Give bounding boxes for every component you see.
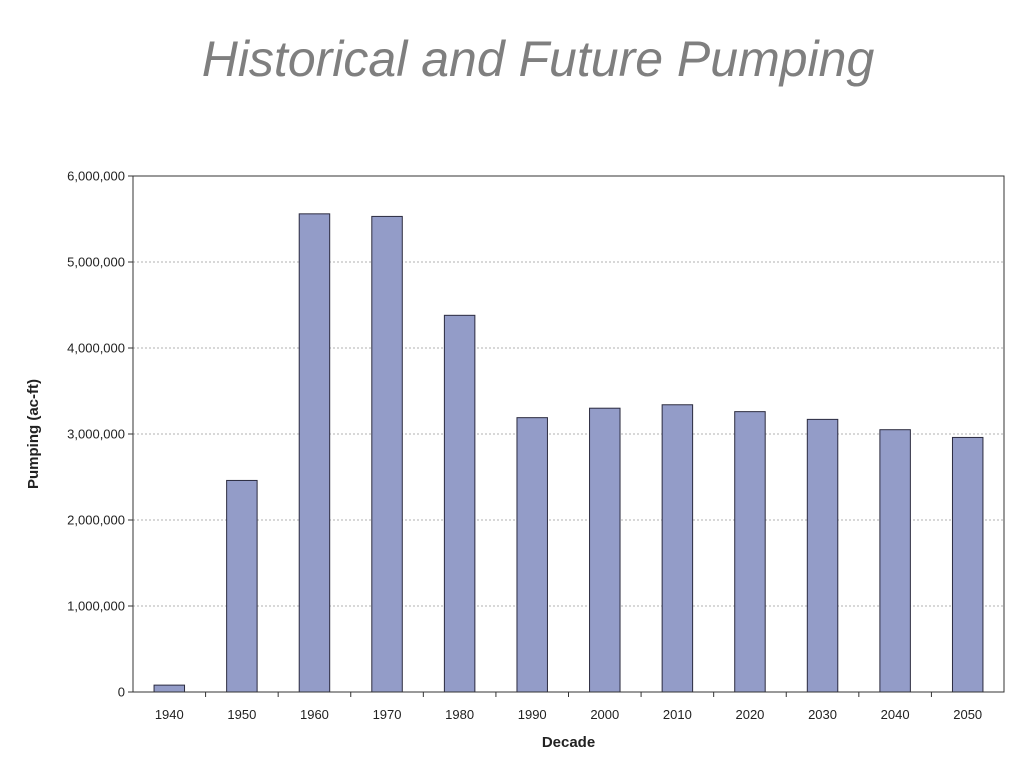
x-tick-label: 2050 bbox=[953, 707, 982, 722]
gridlines bbox=[133, 261, 1004, 607]
y-axis-title: Pumping (ac-ft) bbox=[25, 379, 42, 489]
x-tick-label: 1940 bbox=[155, 707, 184, 722]
x-tick-label: 1960 bbox=[300, 707, 329, 722]
bar-2050 bbox=[951, 436, 984, 693]
x-tick-label: 2000 bbox=[590, 707, 619, 722]
x-axis-title: Decade bbox=[542, 734, 595, 751]
bar-1980 bbox=[443, 314, 476, 693]
bar-1990 bbox=[516, 417, 548, 693]
y-tick-label: 0 bbox=[118, 685, 125, 700]
bar-1940 bbox=[153, 684, 186, 693]
y-tick-label: 1,000,000 bbox=[67, 599, 125, 614]
y-tick-label: 2,000,000 bbox=[67, 513, 125, 528]
bar-1960 bbox=[298, 213, 331, 693]
x-tick-label: 1970 bbox=[373, 707, 402, 722]
y-tick-label: 6,000,000 bbox=[67, 169, 125, 184]
y-tick-label: 5,000,000 bbox=[67, 255, 125, 270]
bar-2030 bbox=[806, 418, 839, 693]
slide-title: Historical and Future Pumping bbox=[201, 31, 875, 87]
x-tick-label: 2020 bbox=[735, 707, 764, 722]
bar-2040 bbox=[879, 429, 911, 693]
bar-2010 bbox=[661, 404, 694, 693]
bar-2020 bbox=[734, 411, 766, 693]
x-tick-label: 2010 bbox=[663, 707, 692, 722]
x-tick-label: 2040 bbox=[881, 707, 910, 722]
bars bbox=[153, 213, 984, 693]
y-axis-ticks: 0 1,000,000 2,000,000 3,000,000 4,000,000 5,0… bbox=[67, 169, 133, 700]
bar-1970 bbox=[371, 215, 403, 693]
y-tick-label: 3,000,000 bbox=[67, 427, 125, 442]
x-tick-label: 1980 bbox=[445, 707, 474, 722]
bar-1950 bbox=[226, 479, 258, 693]
bar-2000 bbox=[589, 407, 621, 693]
x-axis-ticks: 1940 1950 1960 1970 1980 1990 2000 2010 2020 2030… bbox=[155, 692, 982, 722]
x-tick-label: 1990 bbox=[518, 707, 547, 722]
x-tick-label: 2030 bbox=[808, 707, 837, 722]
y-tick-label: 4,000,000 bbox=[67, 341, 125, 356]
x-tick-label: 1950 bbox=[227, 707, 256, 722]
